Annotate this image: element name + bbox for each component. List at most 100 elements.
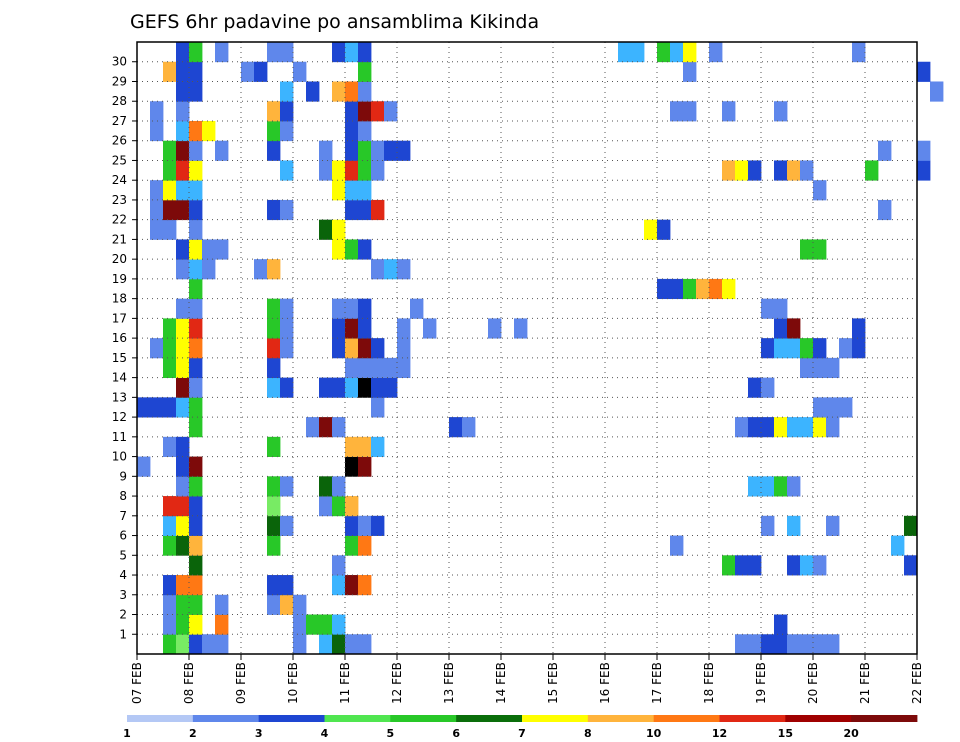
colorbar-swatch — [324, 715, 391, 722]
precip-cell — [306, 417, 320, 438]
colorbar-swatch — [587, 715, 655, 722]
precip-cell — [345, 357, 359, 379]
precip-cell — [150, 199, 164, 221]
precip-cell — [189, 318, 203, 339]
precip-cell — [202, 259, 216, 280]
precip-cell — [176, 101, 190, 122]
precip-cell — [189, 239, 203, 260]
precip-cell — [163, 575, 177, 596]
colorbar-swatch — [653, 715, 720, 722]
precip-cell — [319, 496, 333, 517]
y-tick-label: 15 — [112, 351, 127, 365]
precip-cell — [358, 61, 372, 82]
precip-cell — [150, 120, 164, 142]
precip-cell — [176, 377, 190, 398]
precip-cell — [800, 338, 814, 359]
precip-cell — [163, 140, 177, 161]
precip-cell — [839, 338, 853, 359]
precip-cell — [358, 338, 372, 359]
precip-cell — [423, 318, 437, 339]
precip-cell — [332, 81, 346, 102]
precip-cell — [267, 318, 281, 339]
precip-cell — [852, 42, 866, 63]
x-tick-label: 15 FEB — [546, 662, 560, 704]
precip-cell — [384, 259, 398, 280]
precip-cell — [384, 140, 398, 161]
precip-cell — [774, 476, 788, 497]
precip-cell — [787, 160, 801, 181]
precip-cell — [462, 417, 476, 438]
precip-cell — [176, 515, 190, 536]
colorbar-label: 6 — [452, 727, 460, 740]
precip-cell — [267, 101, 281, 122]
precip-cell — [176, 239, 190, 260]
precip-cell — [917, 160, 931, 181]
precip-cell — [371, 338, 385, 359]
precip-cell — [189, 81, 203, 102]
precip-cell — [813, 634, 827, 655]
precip-cell — [189, 338, 203, 359]
precip-cell — [345, 535, 359, 556]
precip-cell — [345, 120, 359, 142]
precip-cell — [774, 160, 788, 181]
precip-cell — [189, 417, 203, 438]
precip-cell — [709, 42, 723, 63]
colorbar-swatch — [522, 715, 589, 722]
precip-cell — [332, 180, 346, 201]
precip-cell — [319, 614, 333, 635]
precip-cell — [345, 634, 359, 655]
colorbar-swatch — [258, 715, 325, 722]
precip-cell — [904, 555, 918, 576]
precip-cell — [345, 575, 359, 596]
precip-cell — [670, 535, 684, 556]
precip-cell — [176, 42, 190, 63]
precip-cell — [280, 160, 294, 181]
precip-cell — [319, 219, 333, 240]
precip-cell — [345, 496, 359, 517]
precip-cell — [397, 259, 411, 280]
precip-cell — [878, 199, 892, 221]
precip-cell — [722, 160, 736, 181]
precip-cell — [722, 278, 736, 300]
x-tick-label: 08 FEB — [182, 662, 196, 704]
precip-cell — [735, 417, 749, 438]
precip-cell — [267, 199, 281, 221]
precip-cell — [189, 397, 203, 418]
precip-cell — [176, 575, 190, 596]
colorbar: 1 2 3 4 5 6 7 8 10 12 15 20 — [123, 715, 918, 740]
precip-cell — [397, 338, 411, 359]
precip-cell — [176, 496, 190, 517]
precip-cell — [618, 42, 632, 63]
precip-cell — [761, 377, 775, 398]
precip-cell — [787, 515, 801, 536]
precip-cell — [176, 160, 190, 181]
y-tick-label: 23 — [112, 193, 127, 207]
y-tick-label: 12 — [112, 410, 127, 424]
precip-cell — [345, 101, 359, 122]
x-tick-label: 22 FEB — [910, 662, 924, 704]
precip-cell — [657, 278, 671, 300]
precip-cell — [280, 338, 294, 359]
precip-cell — [371, 397, 385, 418]
precip-cell — [735, 634, 749, 655]
precip-cell — [189, 140, 203, 161]
precip-cell — [748, 160, 762, 181]
precip-cell — [826, 417, 840, 438]
precip-cell — [345, 456, 359, 477]
x-tick-label: 14 FEB — [494, 662, 508, 704]
precip-cell — [397, 318, 411, 339]
precip-cell — [774, 634, 788, 655]
precip-cell — [514, 318, 528, 339]
precip-cell — [267, 338, 281, 359]
precip-cell — [332, 219, 346, 240]
precip-cell — [852, 318, 866, 339]
precip-cell — [176, 318, 190, 339]
precip-cell — [163, 318, 177, 339]
colorbar-swatch — [851, 715, 918, 722]
precip-cell — [163, 180, 177, 201]
precip-cell — [683, 61, 697, 82]
y-tick-label: 9 — [119, 469, 127, 483]
precip-cell — [358, 634, 372, 655]
y-tick-label: 22 — [112, 213, 127, 227]
